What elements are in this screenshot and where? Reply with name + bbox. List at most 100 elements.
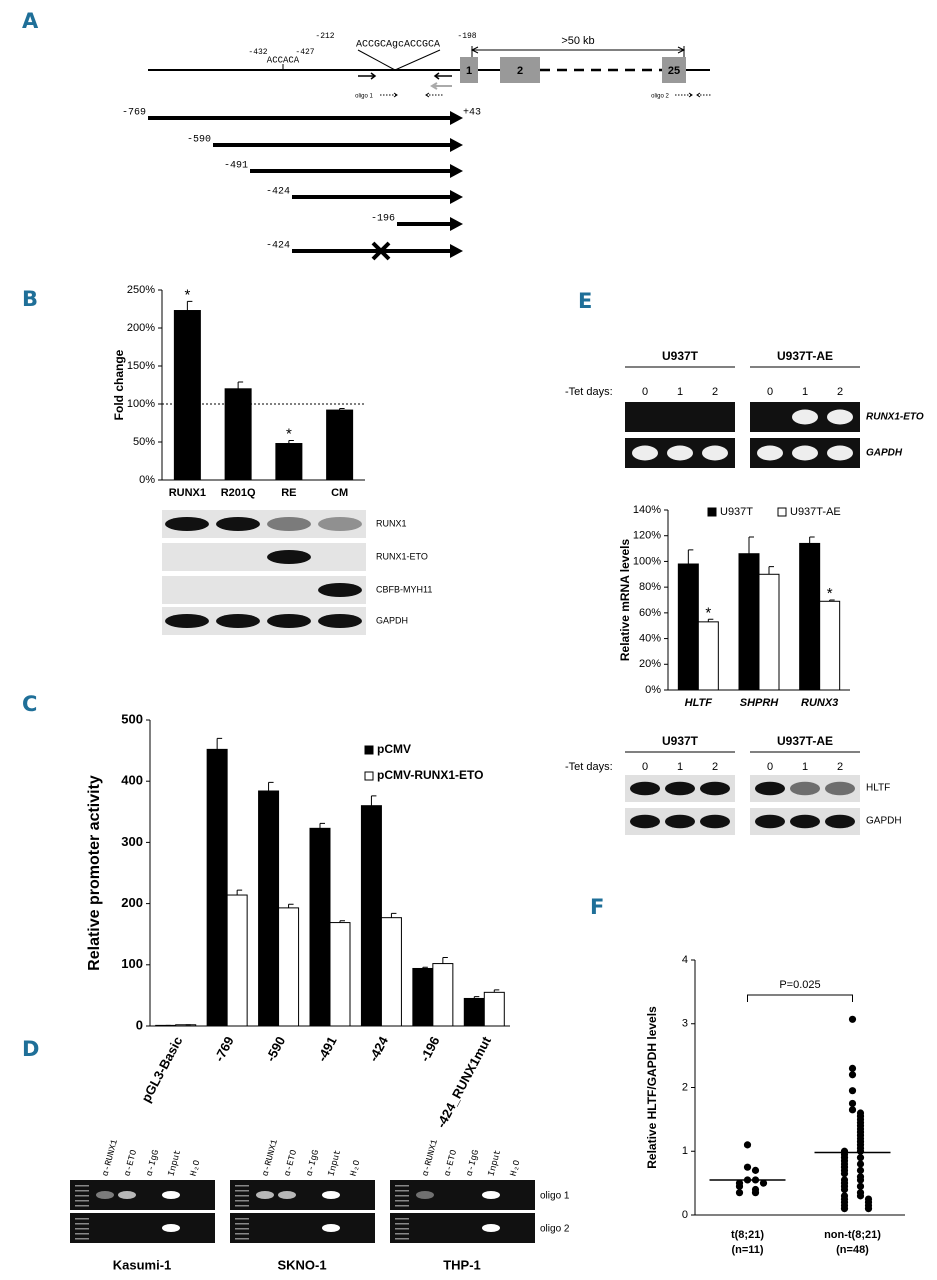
band <box>96 1191 114 1199</box>
error-bar <box>319 822 325 829</box>
ladder-band <box>235 1228 249 1230</box>
y-tick-label: 0% <box>139 474 155 486</box>
ladder-band <box>75 1218 89 1220</box>
band <box>632 445 658 461</box>
construct-label: -196 <box>371 214 395 225</box>
band <box>665 781 695 796</box>
significance-mark: * <box>286 425 292 442</box>
error-bar <box>768 566 774 575</box>
blot-label: RUNX1 <box>376 518 407 528</box>
y-tick-label: 140% <box>633 504 661 516</box>
ladder-band <box>395 1233 409 1235</box>
site-coordinate: -427 <box>295 48 314 57</box>
site-coordinate: -432 <box>248 48 267 57</box>
primer-label: oligo 1 <box>540 1191 570 1202</box>
blot-label: HLTF <box>866 783 890 794</box>
ladder-band <box>235 1238 249 1240</box>
arrow-head <box>450 138 463 152</box>
band <box>825 814 855 829</box>
ladder-band <box>395 1218 409 1220</box>
construct-label: -590 <box>187 135 211 146</box>
ladder-band <box>395 1185 409 1187</box>
data-point <box>856 1192 865 1200</box>
y-tick-label: 250% <box>127 284 155 296</box>
day-label: 1 <box>677 386 683 398</box>
legend-label: U937T <box>720 506 753 518</box>
band <box>482 1191 500 1199</box>
days-label: -Tet days: <box>565 386 613 398</box>
ladder-band <box>75 1200 89 1202</box>
data-point <box>864 1205 873 1213</box>
band <box>318 583 362 597</box>
y-tick-label: 1 <box>682 1145 688 1157</box>
construct-label: -424 <box>266 241 290 252</box>
x-tick-label: RUNX3 <box>801 697 838 709</box>
lane-label: H₂O <box>189 1159 203 1177</box>
bar <box>758 573 780 691</box>
gel-label: RUNX1-ETO <box>866 412 924 423</box>
band <box>216 614 260 628</box>
band <box>630 781 660 796</box>
lane-label: α-ETO <box>283 1149 300 1178</box>
band <box>256 1191 274 1199</box>
ladder-band <box>75 1223 89 1225</box>
ladder-band <box>395 1205 409 1207</box>
y-tick-label: 100% <box>633 555 661 567</box>
ladder-band <box>395 1223 409 1225</box>
band <box>162 1191 180 1199</box>
panel-label: E <box>578 289 592 313</box>
data-point <box>856 1166 865 1174</box>
data-point <box>751 1166 760 1174</box>
y-tick-label: 100% <box>127 398 155 410</box>
day-label: 2 <box>712 386 718 398</box>
band <box>267 517 311 531</box>
ladder-band <box>395 1228 409 1230</box>
y-tick-label: 3 <box>682 1018 688 1030</box>
lane-label: α-IgG <box>305 1149 322 1178</box>
y-tick-label: 0 <box>136 1017 143 1032</box>
day-label: 1 <box>802 386 808 398</box>
y-tick-label: 200 <box>121 895 143 910</box>
error-bar <box>237 381 244 389</box>
legend-label: U937T-AE <box>790 506 841 518</box>
gel <box>390 1180 535 1210</box>
y-axis-label: Relative promoter activity <box>86 775 103 971</box>
data-point <box>840 1169 849 1178</box>
x-tick-label: R201Q <box>221 487 256 499</box>
data-point <box>751 1189 760 1197</box>
x-tick-label: t(8;21) <box>731 1229 764 1241</box>
primer-label: oligo 2 <box>651 94 669 100</box>
band <box>322 1191 340 1199</box>
x-tick-sublabel: (n=11) <box>731 1244 763 1256</box>
y-tick-label: 40% <box>639 632 661 644</box>
site-coordinate: -198 <box>457 32 476 41</box>
band <box>318 614 362 628</box>
lane-label: α-ETO <box>443 1149 460 1178</box>
band <box>416 1191 434 1199</box>
x-tick-label: pGL3-Basic <box>138 1034 185 1105</box>
band <box>700 781 730 796</box>
day-label: 0 <box>642 761 648 773</box>
gel <box>230 1180 375 1210</box>
x-tick-label: RUNX1 <box>169 487 206 499</box>
arrow-head <box>450 217 463 231</box>
blot-label: GAPDH <box>376 615 408 625</box>
group-label: U937T-AE <box>777 349 833 363</box>
blot-label: GAPDH <box>866 816 902 827</box>
bar <box>275 443 303 481</box>
gel-label: GAPDH <box>866 448 903 459</box>
y-tick-label: 4 <box>682 954 688 966</box>
bar <box>677 563 699 691</box>
y-tick-label: 20% <box>639 658 661 670</box>
y-tick-label: 0% <box>645 684 661 696</box>
ladder-band <box>395 1200 409 1202</box>
group-label: U937T <box>662 349 699 363</box>
day-label: 1 <box>802 761 808 773</box>
band <box>825 781 855 796</box>
error-bar <box>442 956 448 964</box>
panel-label: C <box>22 692 37 716</box>
arrow-head <box>450 111 463 125</box>
y-axis-label: Fold change <box>112 349 126 420</box>
ladder-band <box>75 1190 89 1192</box>
